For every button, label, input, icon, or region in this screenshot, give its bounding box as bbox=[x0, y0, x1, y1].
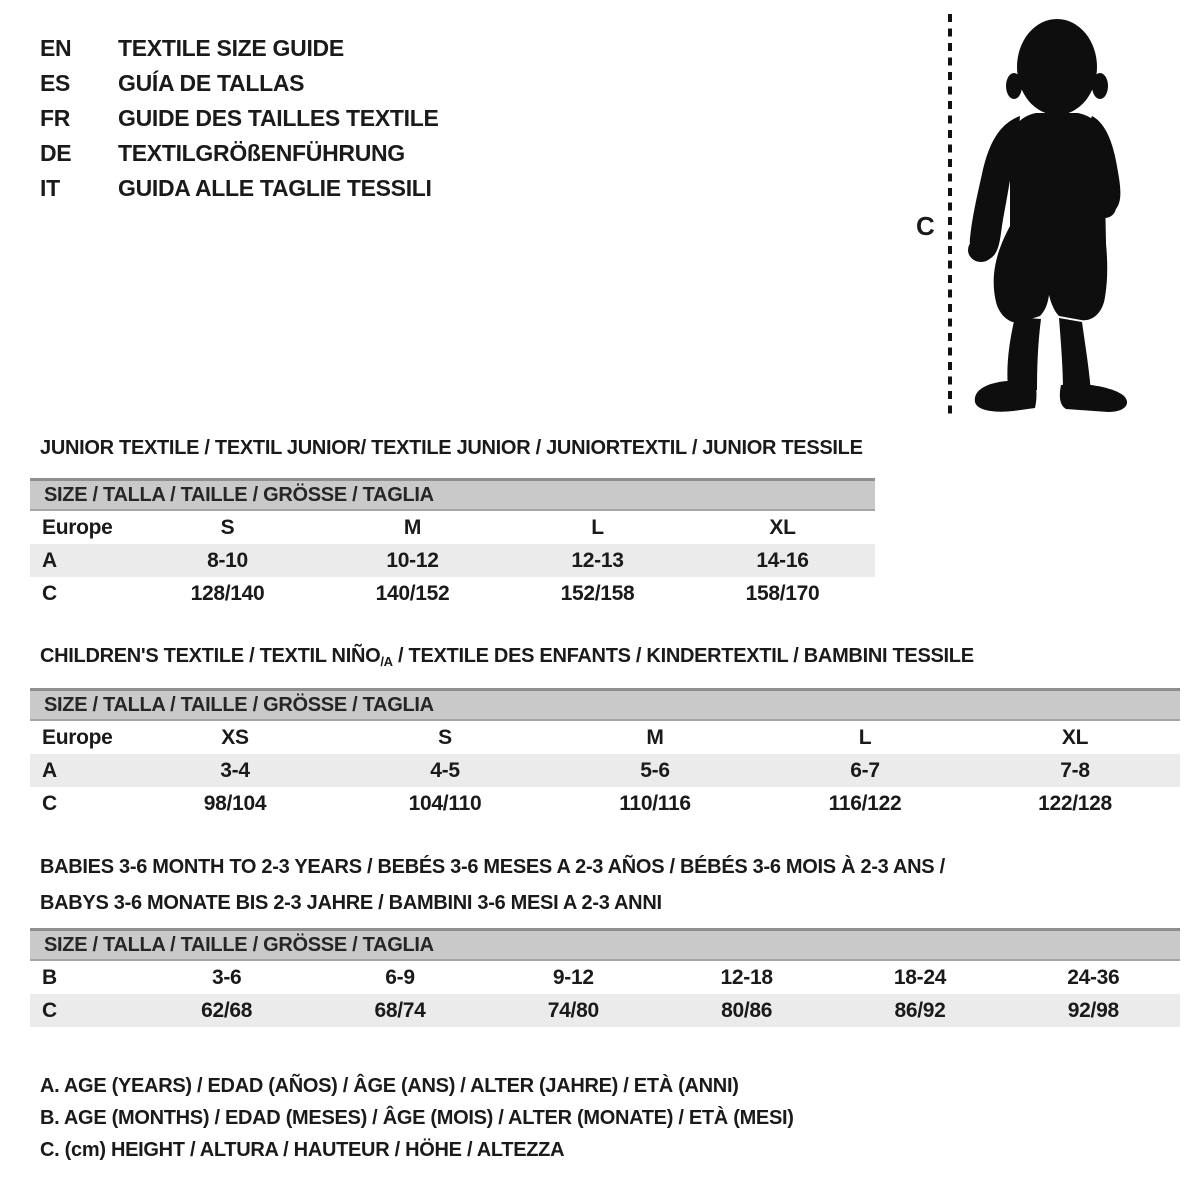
toddler-figure bbox=[940, 12, 1145, 420]
row-label: B bbox=[42, 966, 57, 989]
table-cell: 92/98 bbox=[1067, 999, 1119, 1022]
size-header-bar: SIZE / TALLA / TAILLE / GRÖSSE / TAGLIA bbox=[30, 478, 875, 511]
list-item: FR GUIDE DES TAILLES TEXTILE bbox=[40, 101, 439, 136]
babies-title-line1: BABIES 3-6 MONTH TO 2-3 YEARS / BEBÉS 3-… bbox=[40, 856, 945, 878]
children-size-table: SIZE / TALLA / TAILLE / GRÖSSE / TAGLIA … bbox=[30, 688, 1180, 820]
table-cell: L bbox=[858, 726, 872, 749]
measure-legend: A. AGE (YEARS) / EDAD (AÑOS) / ÂGE (ANS)… bbox=[40, 1070, 794, 1166]
table-cell: S bbox=[220, 516, 235, 539]
list-item: IT GUIDA ALLE TAGLIE TESSILI bbox=[40, 171, 439, 206]
language-code: ES bbox=[40, 70, 71, 96]
babies-section-title: BABIES 3-6 MONTH TO 2-3 YEARS / BEBÉS 3-… bbox=[40, 849, 945, 921]
table-cell: 122/128 bbox=[1038, 792, 1112, 815]
table-row: C 62/68 68/74 74/80 80/86 86/92 92/98 bbox=[30, 994, 1180, 1027]
table-row: A 3-4 4-5 5-6 6-7 7-8 bbox=[30, 754, 1180, 787]
table-cell: S bbox=[438, 726, 452, 749]
toddler-silhouette-icon bbox=[948, 14, 1128, 416]
language-code: DE bbox=[40, 140, 72, 166]
table-cell: 8-10 bbox=[207, 549, 248, 572]
table-cell: 128/140 bbox=[190, 582, 265, 605]
table-cell: 140/152 bbox=[375, 582, 450, 605]
table-cell: 110/116 bbox=[619, 792, 691, 815]
babies-title-line2: BABYS 3-6 MONATE BIS 2-3 JAHRE / BAMBINI… bbox=[40, 892, 662, 914]
table-cell: 14-16 bbox=[756, 549, 809, 572]
table-row: B 3-6 6-9 9-12 12-18 18-24 24-36 bbox=[30, 961, 1180, 994]
table-cell: M bbox=[646, 726, 664, 749]
table-cell: XL bbox=[1061, 726, 1089, 749]
children-title-prefix: CHILDREN'S TEXTILE / TEXTIL NIÑO bbox=[40, 645, 381, 667]
table-row: Europe S M L XL bbox=[30, 511, 875, 544]
row-label: Europe bbox=[42, 726, 113, 749]
table-cell: 62/68 bbox=[201, 999, 253, 1022]
table-cell: 104/110 bbox=[408, 792, 482, 815]
table-cell: 4-5 bbox=[430, 759, 460, 782]
table-cell: 158/170 bbox=[745, 582, 820, 605]
table-cell: 10-12 bbox=[386, 549, 439, 572]
table-cell: 5-6 bbox=[640, 759, 670, 782]
list-item: ES GUÍA DE TALLAS bbox=[40, 66, 439, 101]
language-code: IT bbox=[40, 175, 60, 201]
row-label: C bbox=[42, 792, 57, 815]
language-guide-list: EN TEXTILE SIZE GUIDE ES GUÍA DE TALLAS … bbox=[40, 31, 439, 206]
table-row: Europe XS S M L XL bbox=[30, 721, 1180, 754]
row-label: A bbox=[42, 549, 57, 572]
table-cell: 116/122 bbox=[828, 792, 902, 815]
babies-size-table: SIZE / TALLA / TAILLE / GRÖSSE / TAGLIA … bbox=[30, 928, 1180, 1027]
table-cell: 152/158 bbox=[560, 582, 635, 605]
size-header-bar: SIZE / TALLA / TAILLE / GRÖSSE / TAGLIA bbox=[30, 688, 1180, 721]
table-cell: 6-7 bbox=[850, 759, 880, 782]
table-cell: 24-36 bbox=[1067, 966, 1120, 989]
row-label: A bbox=[42, 759, 57, 782]
table-cell: 98/104 bbox=[203, 792, 267, 815]
table-cell: 68/74 bbox=[374, 999, 426, 1022]
language-code: FR bbox=[40, 105, 71, 131]
table-cell: 9-12 bbox=[552, 966, 594, 989]
table-row: A 8-10 10-12 12-13 14-16 bbox=[30, 544, 875, 577]
table-cell: 12-13 bbox=[571, 549, 624, 572]
table-cell: 3-6 bbox=[211, 966, 242, 989]
row-label: C bbox=[42, 582, 57, 605]
language-label: TEXTILE SIZE GUIDE bbox=[118, 35, 344, 61]
legend-line-b: B. AGE (MONTHS) / EDAD (MESES) / ÂGE (MO… bbox=[40, 1107, 794, 1129]
junior-section-title: JUNIOR TEXTILE / TEXTIL JUNIOR/ TEXTILE … bbox=[40, 437, 863, 459]
table-cell: 74/80 bbox=[547, 999, 599, 1022]
table-row: C 128/140 140/152 152/158 158/170 bbox=[30, 577, 875, 610]
language-code: EN bbox=[40, 35, 72, 61]
language-label: TEXTILGRÖßENFÜHRUNG bbox=[118, 140, 405, 166]
table-cell: 7-8 bbox=[1060, 759, 1090, 782]
list-item: DE TEXTILGRÖßENFÜHRUNG bbox=[40, 136, 439, 171]
table-cell: XS bbox=[221, 726, 249, 749]
row-label: Europe bbox=[42, 516, 113, 539]
legend-line-c: C. (cm) HEIGHT / ALTURA / HAUTEUR / HÖHE… bbox=[40, 1139, 565, 1161]
language-label: GUIDA ALLE TAGLIE TESSILI bbox=[118, 175, 432, 201]
language-label: GUÍA DE TALLAS bbox=[118, 70, 305, 96]
table-row: C 98/104 104/110 110/116 116/122 122/128 bbox=[30, 787, 1180, 820]
children-title-sub: /A bbox=[380, 654, 393, 669]
table-cell: 12-18 bbox=[720, 966, 774, 989]
table-cell: 6-9 bbox=[385, 966, 415, 989]
junior-size-table: SIZE / TALLA / TAILLE / GRÖSSE / TAGLIA … bbox=[30, 478, 875, 610]
height-measure-label: C bbox=[916, 211, 935, 241]
table-cell: 80/86 bbox=[721, 999, 773, 1022]
table-cell: 3-4 bbox=[220, 759, 250, 782]
children-title-suffix: / TEXTILE DES ENFANTS / KINDERTEXTIL / B… bbox=[392, 645, 974, 667]
table-cell: L bbox=[591, 516, 604, 539]
table-cell: XL bbox=[769, 516, 796, 539]
list-item: EN TEXTILE SIZE GUIDE bbox=[40, 31, 439, 66]
table-cell: 18-24 bbox=[893, 966, 947, 989]
table-cell: M bbox=[403, 516, 422, 539]
row-label: C bbox=[42, 999, 57, 1022]
size-header-bar: SIZE / TALLA / TAILLE / GRÖSSE / TAGLIA bbox=[30, 928, 1180, 961]
table-cell: 86/92 bbox=[894, 999, 946, 1022]
children-section-title: CHILDREN'S TEXTILE / TEXTIL NIÑO/A / TEX… bbox=[40, 644, 974, 674]
language-label: GUIDE DES TAILLES TEXTILE bbox=[118, 105, 439, 131]
legend-line-a: A. AGE (YEARS) / EDAD (AÑOS) / ÂGE (ANS)… bbox=[40, 1075, 739, 1097]
